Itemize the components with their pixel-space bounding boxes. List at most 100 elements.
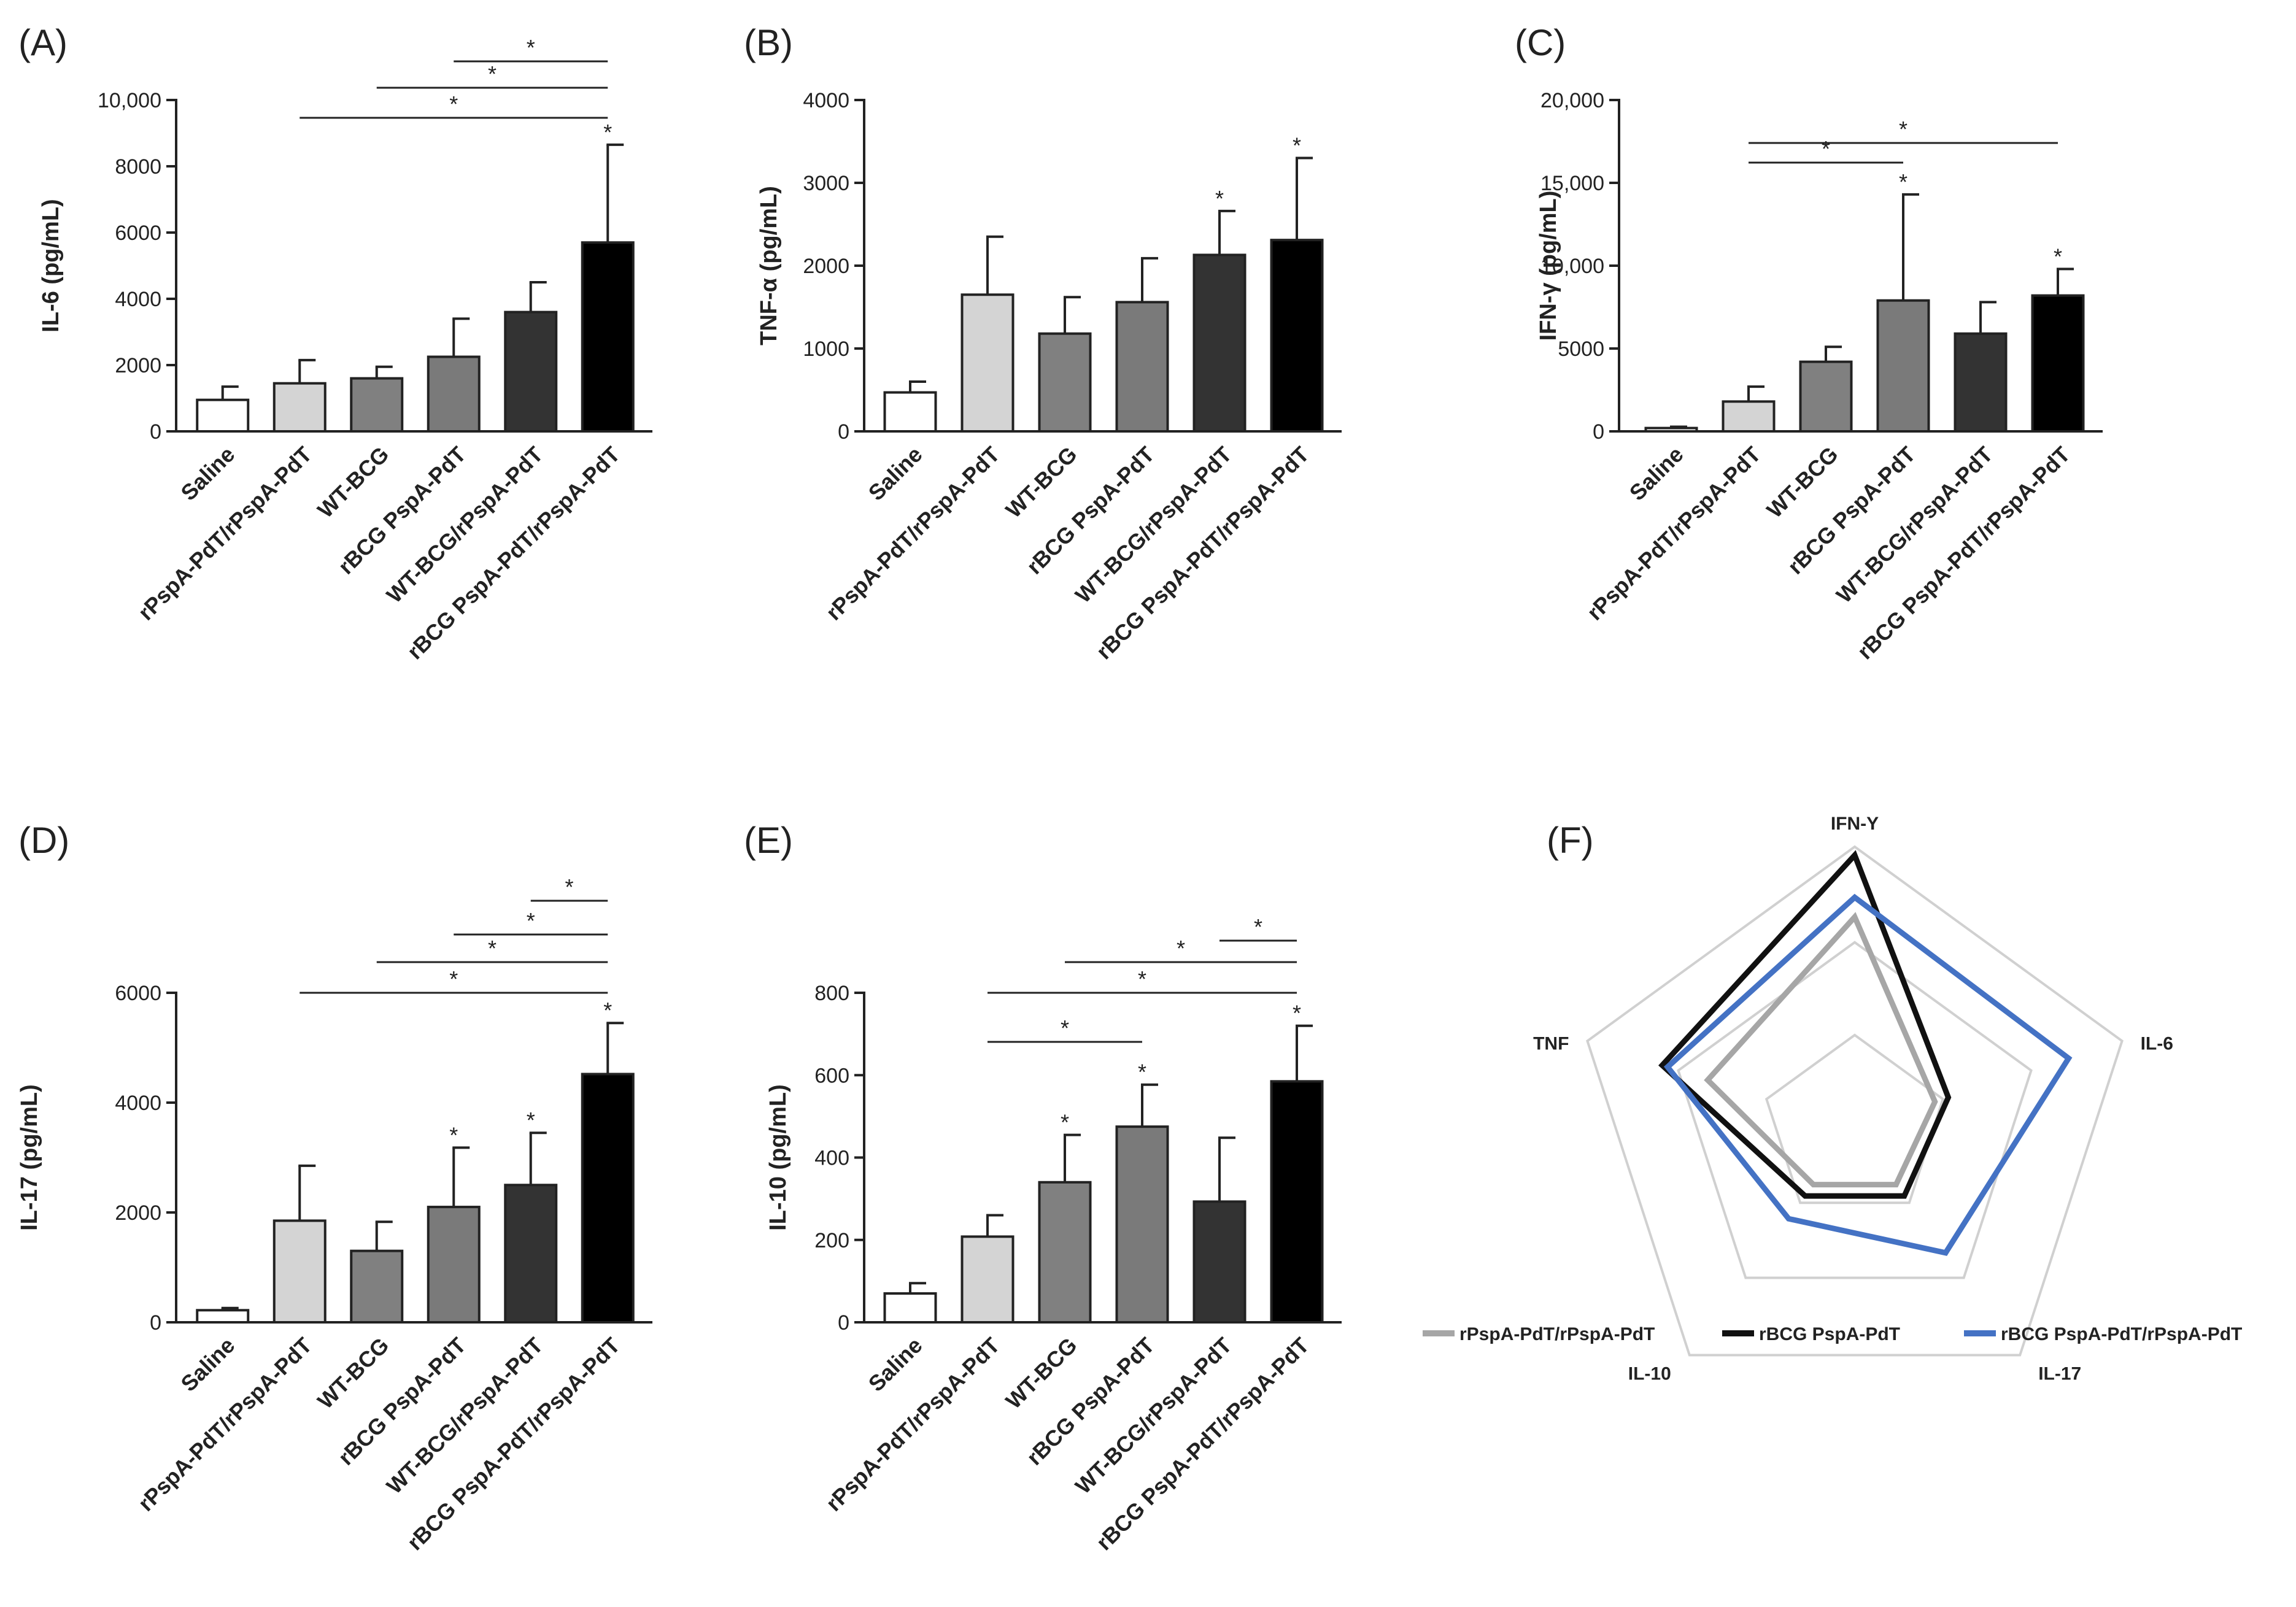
panel-1: (B) 0 1000 2000 3000 4000 TNF-α (pg/mL) Saline r… <box>744 22 1342 664</box>
bar-wt-bcg-rpspa-pdt <box>504 1184 558 1324</box>
bar-wt-bcg <box>1038 332 1092 433</box>
y-tick-label: 400 <box>814 1147 849 1170</box>
radar-axis-label: IFN-Y <box>1831 814 1879 834</box>
panel-label: (A) <box>18 22 68 63</box>
bar-significance-star: * <box>1899 169 1908 195</box>
x-category-label: WT-BCG/rPspA-PdT <box>1070 1333 1237 1499</box>
bracket-star: * <box>449 91 458 117</box>
x-category-label: rBCG PspA-PdT <box>333 442 471 579</box>
bar-rbcg-pspa-pdt <box>427 355 481 433</box>
bracket-star: * <box>1177 936 1185 961</box>
y-tick-label: 3000 <box>803 172 849 195</box>
y-tick-label: 200 <box>814 1229 849 1252</box>
y-axis-label: IL-10 (pg/mL) <box>765 1084 791 1231</box>
bar-rpspa-pdt-rpspa-pdt <box>961 1235 1015 1324</box>
y-tick-label: 0 <box>838 420 849 444</box>
y-tick-label: 4000 <box>115 1092 161 1115</box>
bar-rbcg-pspa-pdt-rpspa-pdt <box>1270 1080 1324 1324</box>
legend-label: rPspA-PdT/rPspA-PdT <box>1459 1324 1655 1344</box>
bracket-star: * <box>1061 1015 1069 1041</box>
bar-wt-bcg <box>350 1249 404 1324</box>
x-category-label: Saline <box>176 442 239 506</box>
bar-rpspa-pdt-rpspa-pdt <box>961 293 1015 433</box>
bar-rpspa-pdt-rpspa-pdt <box>1722 400 1776 433</box>
y-tick-label: 0 <box>1593 420 1604 444</box>
x-category-label: WT-BCG <box>1000 1333 1081 1414</box>
bar-significance-star: * <box>527 1108 535 1133</box>
bar-significance-star: * <box>449 1122 458 1147</box>
y-tick-label: 0 <box>150 420 161 444</box>
y-tick-label: 6000 <box>115 982 161 1005</box>
bar-rbcg-pspa-pdt <box>427 1206 481 1324</box>
panel-label: (D) <box>18 820 69 861</box>
x-category-label: WT-BCG <box>1000 442 1081 523</box>
bar-rbcg-pspa-pdt-rpspa-pdt <box>2031 294 2085 433</box>
bar-significance-star: * <box>1215 186 1224 211</box>
x-category-label: Saline <box>1625 442 1688 506</box>
y-tick-label: 4000 <box>803 89 849 112</box>
y-tick-label: 2000 <box>115 354 161 377</box>
y-axis-label: TNF-α (pg/mL) <box>756 186 782 345</box>
x-category-label: Saline <box>864 1333 927 1397</box>
y-tick-label: 0 <box>838 1311 849 1335</box>
radar-grid-ring <box>1677 941 2033 1279</box>
bar-significance-star: * <box>1293 1001 1301 1026</box>
radar-axis-label: IL-6 <box>2141 1033 2173 1054</box>
x-category-label: WT-BCG/rPspA-PdT <box>382 442 548 608</box>
bracket-star: * <box>565 874 573 900</box>
radar-axis-label: IL-10 <box>1628 1364 1671 1384</box>
bar-wt-bcg <box>1038 1181 1092 1324</box>
y-tick-label: 8000 <box>115 155 161 179</box>
bar-saline <box>196 398 250 433</box>
bracket-star: * <box>488 61 497 87</box>
legend-label: rBCG PspA-PdT <box>1759 1324 1900 1344</box>
panel-0: (A) 0 2000 4000 6000 8000 10,000 IL-6 (pg/mL) Sa… <box>18 22 652 664</box>
radar-series-2 <box>1663 893 2073 1256</box>
x-category-label: Saline <box>176 1333 239 1397</box>
panel-label: (E) <box>744 820 793 861</box>
panel-2: (C) 0 5000 10,000 15,000 20,000 IFN-γ (pg/mL) S… <box>1515 22 2103 664</box>
bar-wt-bcg-rpspa-pdt <box>504 310 558 433</box>
bracket-star: * <box>449 966 458 992</box>
y-tick-label: 0 <box>150 1311 161 1335</box>
bracket-star: * <box>1822 136 1830 161</box>
panel-radar: (F) IFN-Y IL-6 IL-17 IL-10 TNF rPspA-PdT/rPspA… <box>1423 814 2242 1384</box>
x-category-label: WT-BCG/rPspA-PdT <box>1831 442 1998 608</box>
x-category-label: Saline <box>864 442 927 506</box>
x-category-label: rBCG PspA-PdT <box>1782 442 1920 579</box>
bracket-star: * <box>488 936 497 961</box>
bar-rpspa-pdt-rpspa-pdt <box>273 1219 327 1324</box>
bracket-star: * <box>1899 117 1908 142</box>
bar-saline <box>883 391 937 433</box>
y-tick-label: 5000 <box>1558 337 1604 361</box>
y-tick-label: 10,000 <box>1540 255 1604 278</box>
x-category-label: rBCG PspA-PdT <box>333 1333 471 1470</box>
bar-rbcg-pspa-pdt <box>1115 1125 1169 1324</box>
x-category-label: WT-BCG/rPspA-PdT <box>382 1333 548 1499</box>
bar-significance-star: * <box>1061 1110 1069 1135</box>
y-axis-label: IFN-γ (pg/mL) <box>1536 191 1561 341</box>
bar-rbcg-pspa-pdt <box>1115 301 1169 433</box>
x-category-label: rBCG PspA-PdT <box>1021 442 1159 579</box>
radar-series-0 <box>1704 912 1938 1188</box>
bar-rbcg-pspa-pdt-rpspa-pdt <box>1270 239 1324 433</box>
bracket-star: * <box>527 908 535 933</box>
y-tick-label: 800 <box>814 982 849 1005</box>
y-axis-label: IL-17 (pg/mL) <box>17 1084 42 1231</box>
radar-series-1 <box>1658 850 1952 1199</box>
bar-wt-bcg <box>1799 360 1853 433</box>
y-tick-label: 1000 <box>803 337 849 361</box>
bar-wt-bcg-rpspa-pdt <box>1954 332 2008 433</box>
bar-rpspa-pdt-rpspa-pdt <box>273 382 327 433</box>
y-tick-label: 2000 <box>115 1201 161 1225</box>
x-category-label: WT-BCG <box>1761 442 1842 523</box>
y-tick-label: 4000 <box>115 288 161 311</box>
x-category-label: rBCG PspA-PdT <box>1021 1333 1159 1470</box>
x-category-label: WT-BCG/rPspA-PdT <box>1070 442 1237 608</box>
bracket-star: * <box>1138 966 1146 992</box>
y-tick-label: 2000 <box>803 255 849 278</box>
bar-significance-star: * <box>2054 244 2062 269</box>
bar-saline <box>1644 426 1698 433</box>
